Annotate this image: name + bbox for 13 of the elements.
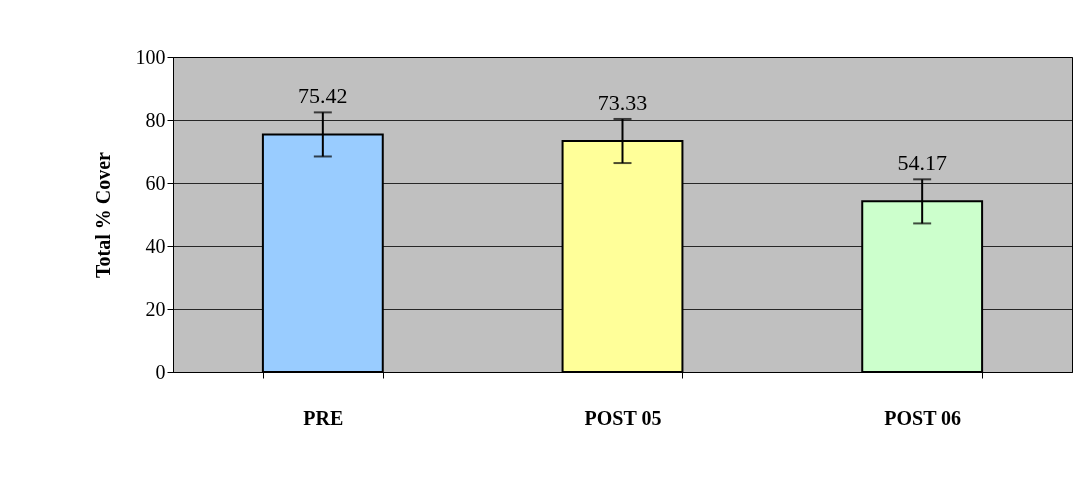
x-tick-label: POST 05 xyxy=(584,406,662,429)
y-axis-title: Total % Cover xyxy=(91,151,114,278)
y-tick-label: 0 xyxy=(155,360,166,383)
y-tick-label: 20 xyxy=(145,297,166,320)
data-label: 75.42 xyxy=(298,83,348,109)
data-label: 54.17 xyxy=(897,150,947,176)
x-tick-label: PRE xyxy=(303,406,344,429)
y-tick-label: 60 xyxy=(145,171,166,194)
data-label: 73.33 xyxy=(597,89,648,115)
y-tick-label: 80 xyxy=(145,108,166,131)
x-tick-label: POST 06 xyxy=(884,406,962,429)
y-tick-label: 40 xyxy=(145,234,166,257)
y-tick-label: 100 xyxy=(135,45,166,68)
